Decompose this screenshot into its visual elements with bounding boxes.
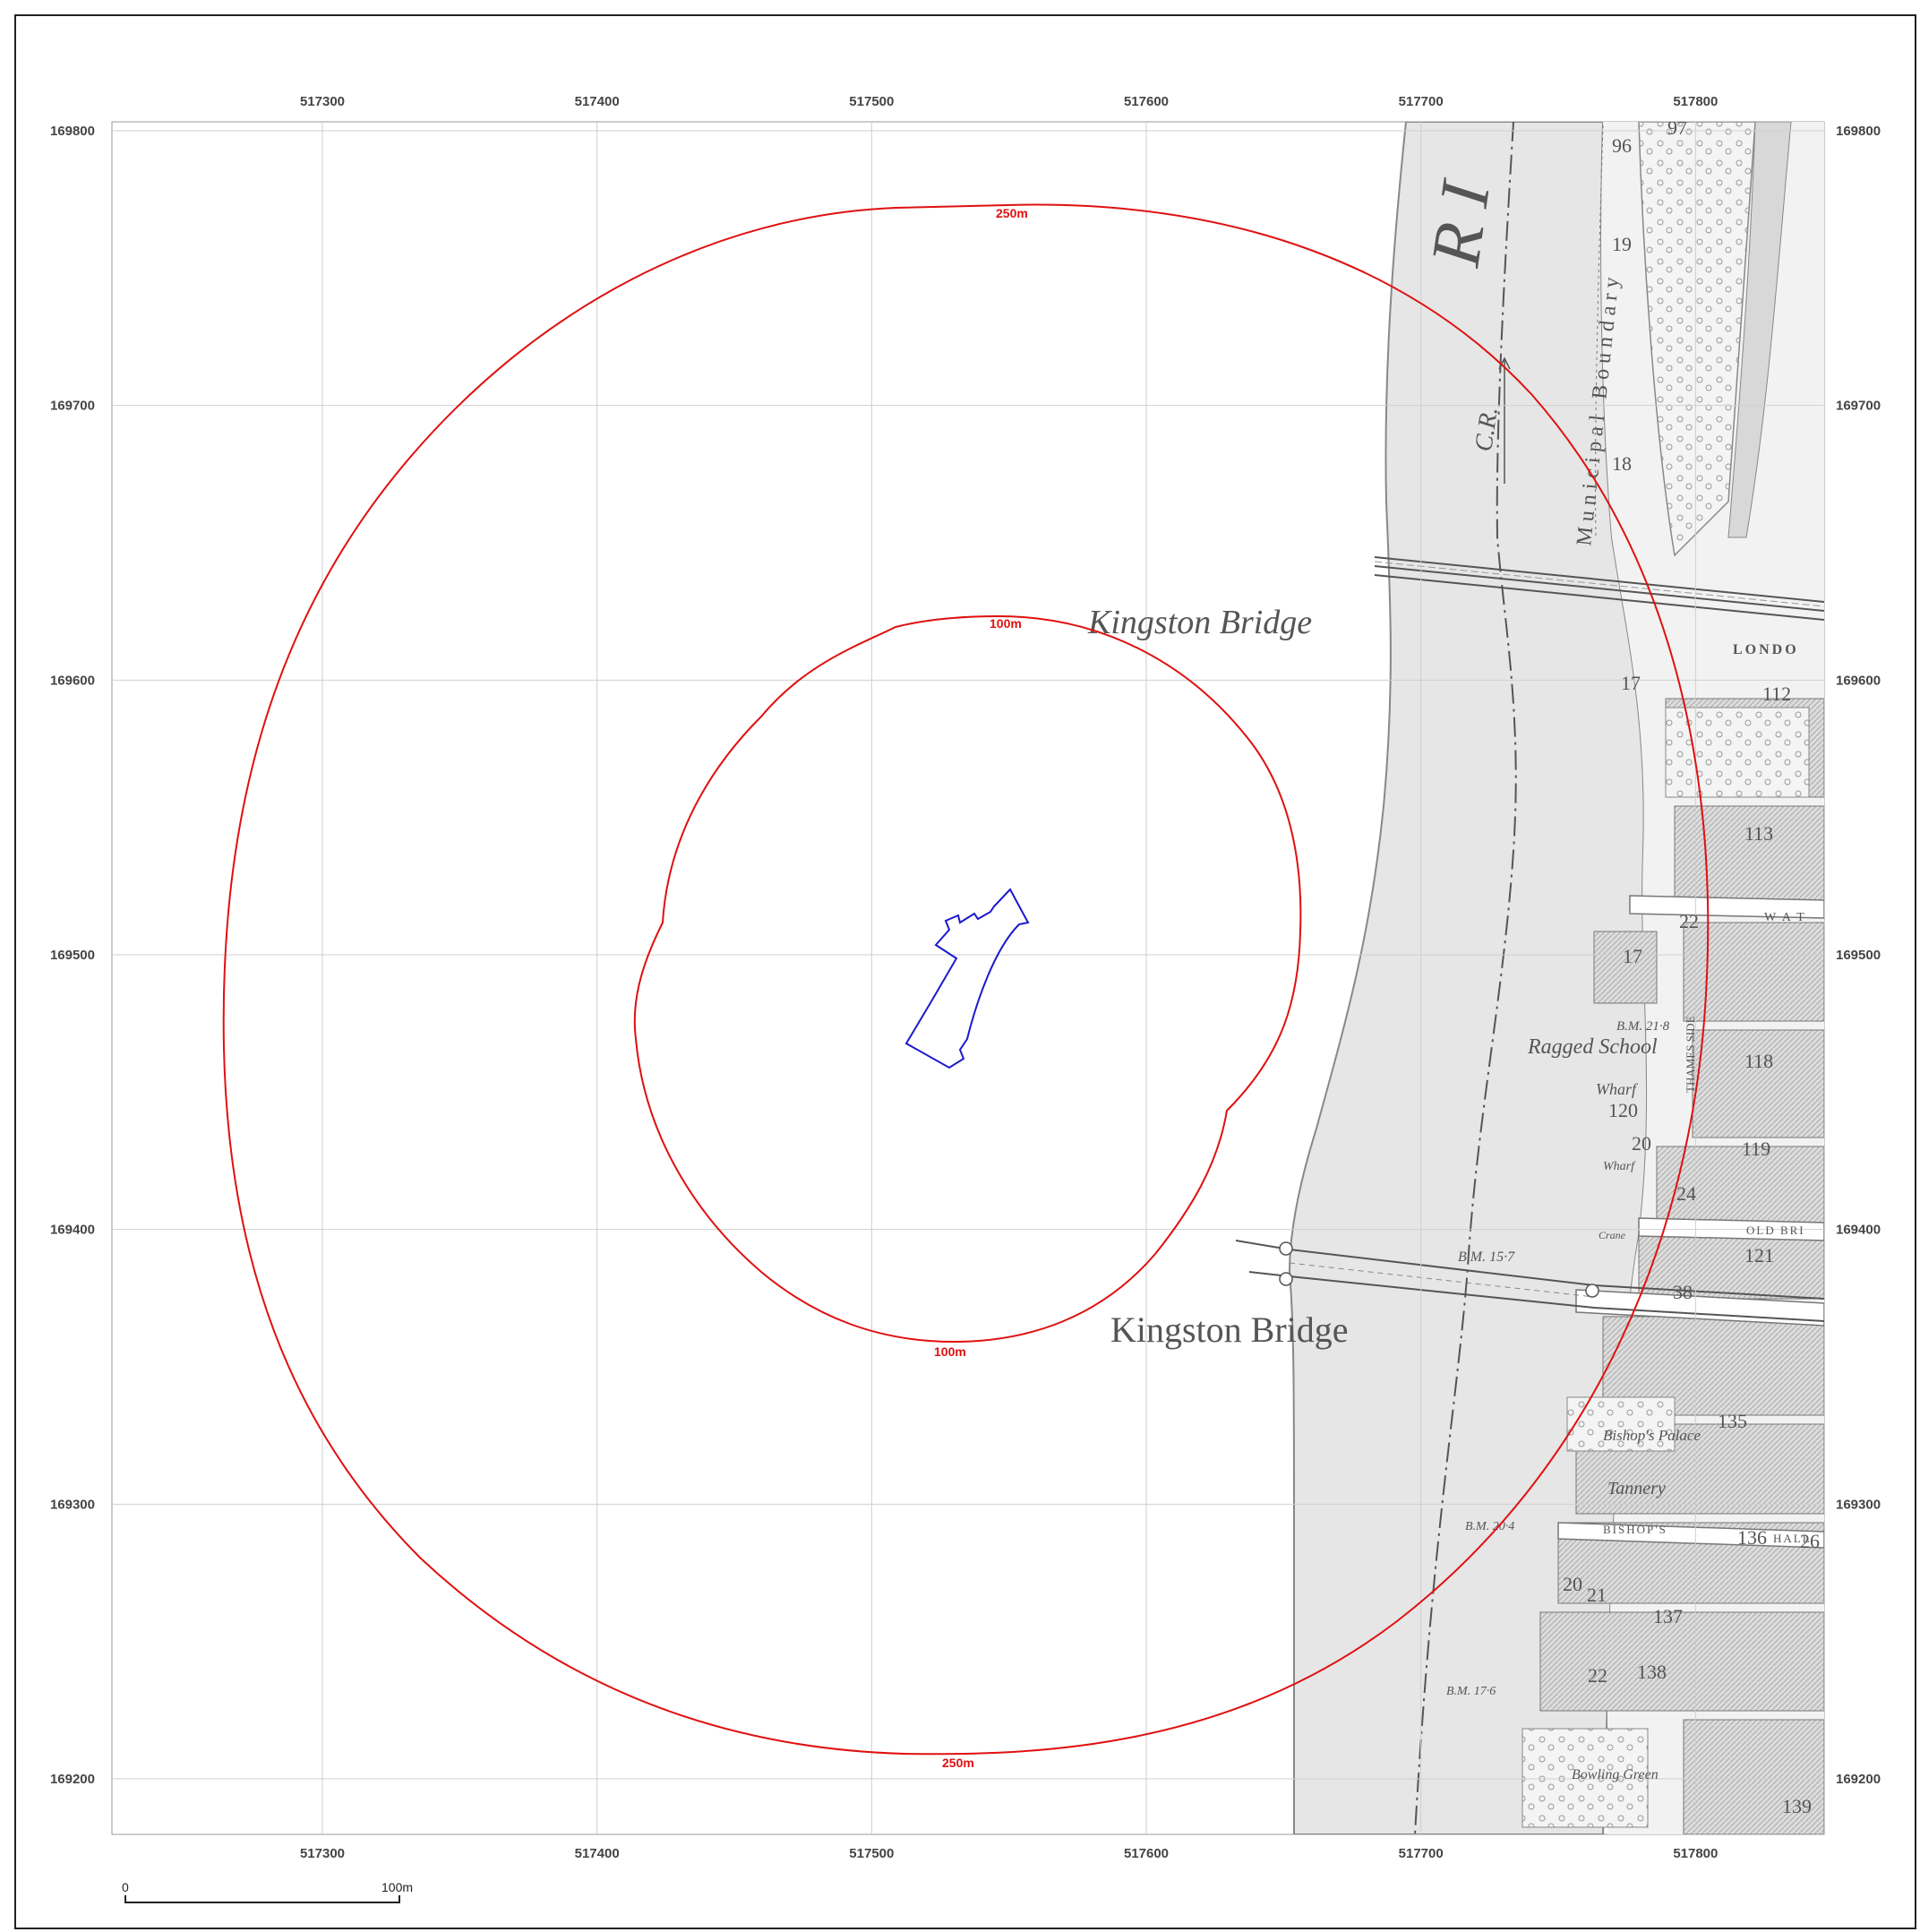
northing-tick-left: 169400 [50, 1223, 95, 1238]
parcel-number: 20 [1632, 1132, 1651, 1155]
parcel-number: 20 [1563, 1573, 1582, 1595]
label-bm-218: B.M. 21·8 [1616, 1019, 1670, 1034]
label-crane: Crane [1599, 1229, 1626, 1241]
parcel-number: 19 [1612, 233, 1632, 255]
parcel-number: 138 [1637, 1661, 1667, 1683]
scale-bar: 0 100m [122, 1880, 413, 1903]
parcel-number: 38 [1673, 1281, 1693, 1303]
buffer-250m [222, 203, 1710, 1756]
easting-tick-bottom: 517700 [1399, 1846, 1444, 1861]
parcel-number: 21 [1587, 1584, 1607, 1606]
northing-tick-right: 169500 [1836, 948, 1881, 963]
easting-tick-top: 517400 [575, 94, 620, 109]
buffer-label-250m-bottom: 250m [942, 1756, 974, 1770]
parcel-number: 136 [1737, 1526, 1767, 1549]
municipal-boundary-line [1595, 125, 1604, 538]
label-wat: W A T [1764, 911, 1806, 924]
parcel-number: 97 [1667, 116, 1687, 139]
northing-tick-right: 169700 [1836, 399, 1881, 414]
parcel-number: 139 [1782, 1795, 1812, 1817]
northing-tick-right: 169600 [1836, 673, 1881, 688]
road-bridge [1235, 1240, 1824, 1322]
northing-tick-left: 169300 [50, 1497, 95, 1512]
buffer-label-250m-top: 250m [996, 206, 1028, 220]
parcel-number: 17 [1621, 672, 1641, 694]
railway-bridge [1374, 556, 1824, 621]
parcel-number: 113 [1744, 822, 1773, 845]
river-thames [1288, 122, 1649, 1834]
parcel-number: 17 [1623, 945, 1642, 967]
parcel-number: 26 [1800, 1530, 1820, 1552]
easting-tick-bottom: 517600 [1124, 1846, 1169, 1861]
easting-tick-bottom: 517300 [300, 1846, 345, 1861]
label-cr: C.R. [1470, 405, 1504, 453]
northing-tick-right: 169300 [1836, 1497, 1881, 1512]
parcel-number: 118 [1744, 1050, 1773, 1072]
label-thames-side: THAMES SIDE [1684, 1016, 1697, 1093]
parcel-number: 119 [1742, 1138, 1770, 1160]
buffer-rings: 250m 250m 100m 100m [222, 203, 1710, 1770]
northing-tick-right: 169200 [1836, 1772, 1881, 1787]
label-bowling-green: Bowling Green [1572, 1767, 1659, 1782]
site-boundary [904, 888, 1030, 1069]
label-tannery: Tannery [1607, 1479, 1666, 1498]
label-ragged-school: Ragged School [1527, 1035, 1658, 1059]
buffer-100m [633, 614, 1302, 1344]
parcel-number: 22 [1588, 1664, 1607, 1687]
scale-end-label: 100m [381, 1880, 413, 1894]
buffer-label-100m-top: 100m [990, 616, 1022, 631]
label-wharf-1: Wharf [1596, 1080, 1639, 1098]
easting-tick-top: 517300 [300, 94, 345, 109]
label-old-bri: OLD BRI [1746, 1224, 1805, 1237]
parcel-numbers: 96 97 19 18 17 112 113 22 17 118 120 20 119 24 121 38 13… [1563, 116, 1820, 1817]
label-hall: HALL [1773, 1532, 1812, 1545]
parcel-number: 135 [1718, 1410, 1747, 1432]
easting-tick-bottom: 517400 [575, 1846, 620, 1861]
parcel-number: 24 [1676, 1182, 1696, 1205]
easting-tick-top: 517600 [1124, 94, 1169, 109]
northing-tick-left: 169200 [50, 1772, 95, 1787]
northing-tick-right: 169400 [1836, 1223, 1881, 1238]
northing-tick-right: 169800 [1836, 124, 1881, 139]
label-bm-204: B.M. 20·4 [1465, 1520, 1514, 1533]
parcel-number: 137 [1653, 1605, 1683, 1627]
island-edge [1727, 122, 1792, 538]
parcel-number: 112 [1762, 683, 1791, 705]
northing-tick-left: 169500 [50, 948, 95, 963]
label-bishops: BISHOP'S [1603, 1523, 1667, 1536]
label-kingston-bridge-upper: Kingston Bridge [1087, 604, 1312, 641]
northing-tick-left: 169800 [50, 124, 95, 139]
parcel-number: 120 [1608, 1099, 1638, 1121]
parcel-number: 22 [1679, 910, 1699, 932]
label-kingston-bridge-lower: Kingston Bridge [1110, 1309, 1349, 1350]
easting-tick-bottom: 517500 [849, 1846, 894, 1861]
label-bm-157: B.M. 15·7 [1458, 1249, 1515, 1265]
parcel-number: 121 [1744, 1244, 1774, 1267]
grid-lines [112, 122, 1824, 1834]
easting-tick-top: 517700 [1399, 94, 1444, 109]
parcel-number: 18 [1612, 452, 1632, 475]
label-london: LONDO [1733, 642, 1799, 657]
island-garden [1638, 122, 1756, 557]
gardens [1521, 707, 1810, 1828]
parcel-number: 96 [1612, 134, 1632, 157]
scale-bar-line [124, 1895, 400, 1903]
county-boundary [1414, 122, 1517, 1834]
label-bishops-palace: Bishop's Palace [1603, 1427, 1701, 1444]
buffer-label-100m-bottom: 100m [934, 1344, 966, 1359]
easting-tick-top: 517500 [849, 94, 894, 109]
historic-map-layer [1235, 122, 1824, 1834]
label-bm-176: B.M. 17·6 [1446, 1685, 1496, 1698]
northing-tick-left: 169600 [50, 673, 95, 688]
northing-tick-left: 169700 [50, 399, 95, 414]
label-river: R I [1416, 174, 1505, 271]
label-wharf-2: Wharf [1603, 1160, 1636, 1173]
river-flow-arrow [1498, 356, 1511, 484]
easting-tick-bottom: 517800 [1673, 1846, 1718, 1861]
scale-start-label: 0 [122, 1880, 129, 1894]
easting-tick-top: 517800 [1673, 94, 1718, 109]
axis-labels: 517300 517300 517400 517400 517500 517500 5176… [50, 94, 1881, 1861]
